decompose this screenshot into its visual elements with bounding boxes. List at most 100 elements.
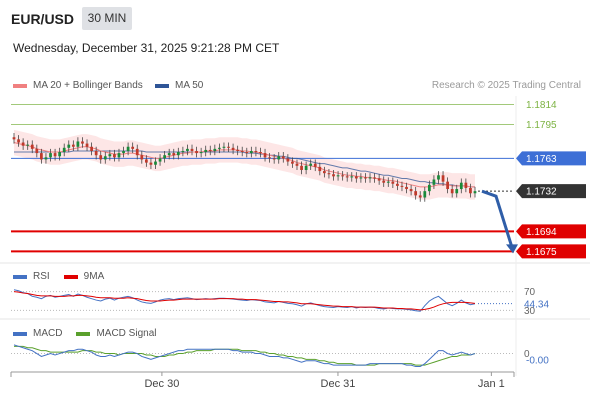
candle-body: [459, 182, 463, 190]
candle-body: [208, 149, 212, 151]
candle-body: [286, 158, 290, 162]
candle-body: [17, 139, 20, 143]
candle-body: [281, 156, 285, 159]
candle-body: [391, 181, 395, 184]
forecast-arrow: [481, 189, 514, 248]
candle-body: [418, 195, 422, 198]
candle-body: [469, 187, 472, 194]
candle-body: [354, 176, 358, 179]
time-tick-label-2: Jan 1: [478, 378, 505, 390]
candle-body: [364, 177, 367, 179]
price-tag-1.1732: [516, 184, 586, 199]
candle-body: [249, 150, 253, 154]
candle-body: [62, 147, 66, 153]
candle-body: [309, 163, 313, 166]
macd-legend-label: MACD: [33, 328, 63, 339]
candle-body: [450, 189, 454, 194]
candle-body: [437, 175, 440, 180]
candle-body: [327, 173, 331, 175]
candle-body: [341, 175, 345, 177]
price-level-text-1.1795: 1.1795: [526, 120, 557, 131]
rsi-line: [13, 289, 476, 312]
rsi-legend: RSI 9MA: [13, 271, 104, 282]
price-tag-1.1675: [516, 244, 586, 259]
macd-level-label: 0: [524, 349, 530, 360]
candle-body: [172, 153, 176, 156]
rsi-level-label-70: 70: [524, 287, 536, 298]
timeframe-button[interactable]: 30 MIN: [82, 7, 132, 30]
candle-body: [108, 154, 112, 157]
legend-ma50-label: MA 50: [175, 80, 204, 91]
candle-body: [359, 177, 363, 179]
candle-body: [254, 150, 258, 153]
ma50-line: [14, 150, 475, 188]
candle-body: [227, 146, 230, 148]
candle-body: [272, 158, 276, 160]
candle-body: [71, 144, 75, 147]
candle-body: [236, 149, 240, 151]
candle-body: [21, 142, 25, 146]
candle-body: [345, 176, 349, 178]
candle-body: [427, 184, 431, 192]
candle-body: [291, 161, 294, 164]
candle-body: [409, 189, 413, 192]
candle-body: [154, 161, 157, 165]
candle-body: [199, 152, 203, 154]
candle-body: [446, 181, 449, 190]
price-tag-text-1.1694: 1.1694: [526, 227, 557, 238]
candle-body: [473, 191, 477, 194]
price-tag-text-1.1675: 1.1675: [526, 247, 557, 258]
candle-body: [126, 146, 130, 151]
rsi-legend-label: RSI: [33, 271, 50, 282]
macd-signal-legend-label: MACD Signal: [96, 328, 157, 339]
candle-body: [259, 152, 262, 154]
candle-body: [176, 152, 180, 156]
candle-body: [94, 150, 98, 156]
candle-body: [414, 191, 418, 196]
candle-body: [26, 144, 30, 146]
chart-header: EUR/USD 30 MIN: [0, 0, 590, 36]
candle-body: [122, 150, 125, 154]
candle-body: [300, 165, 303, 171]
candle-body: [85, 143, 89, 147]
legend-ma20-swatch: [13, 83, 27, 88]
legend-ma50-swatch: [155, 83, 169, 88]
candle-body: [245, 152, 249, 154]
price-tag-1.1763: [516, 151, 586, 166]
candle-body: [464, 182, 468, 188]
candle-body: [90, 146, 93, 151]
candle-body: [373, 177, 376, 179]
candle-body: [263, 153, 267, 158]
candle-body: [190, 148, 194, 151]
candle-body: [213, 148, 217, 151]
rsi-ma-swatch: [63, 274, 78, 279]
rsi-ma-line: [13, 291, 476, 311]
candle-body: [336, 175, 340, 177]
candle-body: [81, 141, 84, 144]
macd-signal-swatch: [76, 331, 91, 336]
candle-body: [99, 155, 103, 160]
candle-body: [113, 154, 116, 158]
candle-body: [67, 144, 71, 148]
candle-body: [117, 153, 121, 158]
time-tick-label-0: Dec 30: [144, 378, 179, 390]
candle-body: [432, 179, 436, 185]
research-credit: Research © 2025 Trading Central: [431, 80, 581, 91]
candle-body: [53, 153, 57, 157]
candle-body: [295, 163, 299, 166]
candle-body: [240, 150, 244, 153]
legend-ma20: MA 20 + Bollinger Bands: [13, 80, 143, 91]
macd-line: [13, 344, 476, 368]
candle-body: [135, 148, 139, 156]
candle-body: [30, 144, 34, 149]
candle-body: [368, 177, 372, 179]
candle-body: [76, 141, 80, 147]
candle-body: [149, 162, 153, 165]
candle-body: [313, 163, 317, 167]
candle-body: [318, 166, 322, 172]
candle-body: [131, 146, 135, 149]
candle-body: [382, 180, 386, 183]
bollinger-band: [14, 129, 475, 200]
candle-body: [181, 150, 185, 153]
candle-body: [40, 153, 43, 160]
